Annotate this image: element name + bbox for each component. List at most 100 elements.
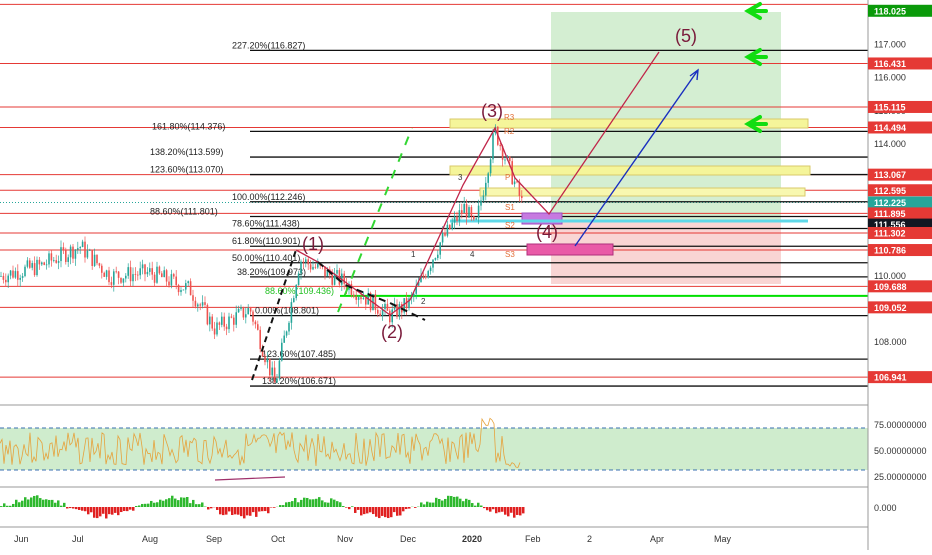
candle-body — [46, 264, 48, 265]
hist-bar — [237, 507, 240, 515]
candle-body — [300, 262, 302, 274]
candle-body — [192, 295, 194, 301]
candle-body — [449, 225, 451, 229]
hist-bar — [3, 503, 6, 507]
hist-bar — [285, 502, 288, 507]
candle-body — [125, 276, 127, 279]
candle-body — [228, 317, 230, 330]
candle-body — [99, 263, 101, 265]
candle-body — [12, 271, 14, 278]
candle-body — [331, 275, 333, 285]
hist-bar — [18, 502, 21, 507]
candle-body — [82, 242, 84, 247]
hist-bar — [252, 507, 255, 512]
candle-body — [271, 368, 273, 376]
fib-label: 138.20%(113.599) — [150, 147, 223, 157]
candle-body — [295, 285, 297, 298]
candle-body — [19, 278, 21, 280]
candle-body — [468, 207, 470, 218]
candle-body — [123, 278, 125, 282]
hist-bar — [345, 507, 348, 508]
candle-body — [231, 317, 233, 318]
hist-bar — [501, 507, 504, 512]
hist-bar — [90, 507, 93, 512]
fib-label: 161.80%(114.376) — [152, 121, 225, 131]
candle-body — [425, 276, 427, 277]
hist-bar — [240, 507, 243, 516]
candle-body — [89, 250, 91, 251]
hist-bar — [210, 507, 213, 508]
hist-bar — [486, 507, 489, 510]
hist-bar — [96, 507, 99, 518]
candle-body — [391, 310, 393, 323]
candle-body — [154, 275, 156, 283]
candle-body — [214, 329, 216, 335]
hist-bar — [174, 499, 177, 507]
hist-bar — [27, 499, 30, 507]
candle-body — [427, 271, 429, 277]
candle-body — [149, 268, 151, 272]
hist-bar — [225, 507, 228, 515]
candle-body — [514, 181, 516, 184]
price-tag-label: 111.302 — [874, 228, 906, 238]
candle-body — [504, 160, 506, 161]
candle-body — [48, 253, 50, 264]
candle-body — [202, 302, 204, 305]
candle-body — [7, 276, 9, 283]
hist-bar — [144, 504, 147, 507]
hist-bar — [15, 500, 18, 507]
price-tag-label: 115.115 — [874, 102, 906, 112]
candle-body — [161, 273, 163, 277]
candle-body — [276, 378, 278, 382]
pivot-label: 3 — [458, 173, 463, 182]
candle-body — [387, 304, 389, 311]
candle-body — [39, 260, 41, 265]
hist-bar — [123, 507, 126, 511]
candle-body — [113, 271, 115, 284]
candle-body — [130, 267, 132, 281]
wave4-box — [527, 244, 613, 255]
hist-bar — [504, 507, 507, 515]
candle-body — [298, 274, 300, 285]
x-tick-label: Jun — [14, 534, 29, 544]
candle-body — [178, 285, 180, 292]
hist-bar — [339, 502, 342, 507]
candle-body — [399, 304, 401, 317]
hist-bar — [171, 496, 174, 507]
candle-body — [423, 275, 425, 276]
pivot-label: S3 — [505, 250, 515, 259]
candle-body — [281, 343, 283, 361]
wave-label: (1) — [302, 234, 324, 254]
hist-bar — [108, 507, 111, 514]
price-tag-label: 112.225 — [874, 198, 906, 208]
fib-label: 100.00%(112.246) — [232, 192, 305, 202]
candle-body — [283, 336, 285, 343]
hist-tick-label: 0.000 — [874, 503, 897, 513]
candle-body — [221, 317, 223, 325]
candle-body — [139, 268, 141, 275]
candle-body — [223, 317, 225, 327]
hist-bar — [474, 506, 477, 507]
candle-body — [101, 266, 103, 273]
candle-body — [521, 196, 523, 198]
hist-bar — [318, 497, 321, 507]
candle-body — [63, 247, 65, 250]
hist-bar — [360, 507, 363, 515]
candle-body — [255, 322, 257, 325]
candle-body — [269, 359, 271, 375]
candle-body — [187, 281, 189, 283]
hist-bar — [336, 501, 339, 507]
candle-body — [10, 271, 12, 276]
hist-bar — [390, 507, 393, 517]
hist-bar — [249, 507, 252, 516]
hist-bar — [312, 499, 315, 507]
candle-body — [96, 255, 98, 264]
y-tick-label: 110.000 — [874, 271, 906, 281]
fib-label: 227.20%(116.827) — [232, 40, 305, 50]
x-tick-label: Jul — [72, 534, 84, 544]
candle-body — [355, 297, 357, 300]
hist-bar — [126, 507, 129, 511]
hist-bar — [432, 503, 435, 507]
y-tick-label: 117.000 — [874, 40, 906, 50]
